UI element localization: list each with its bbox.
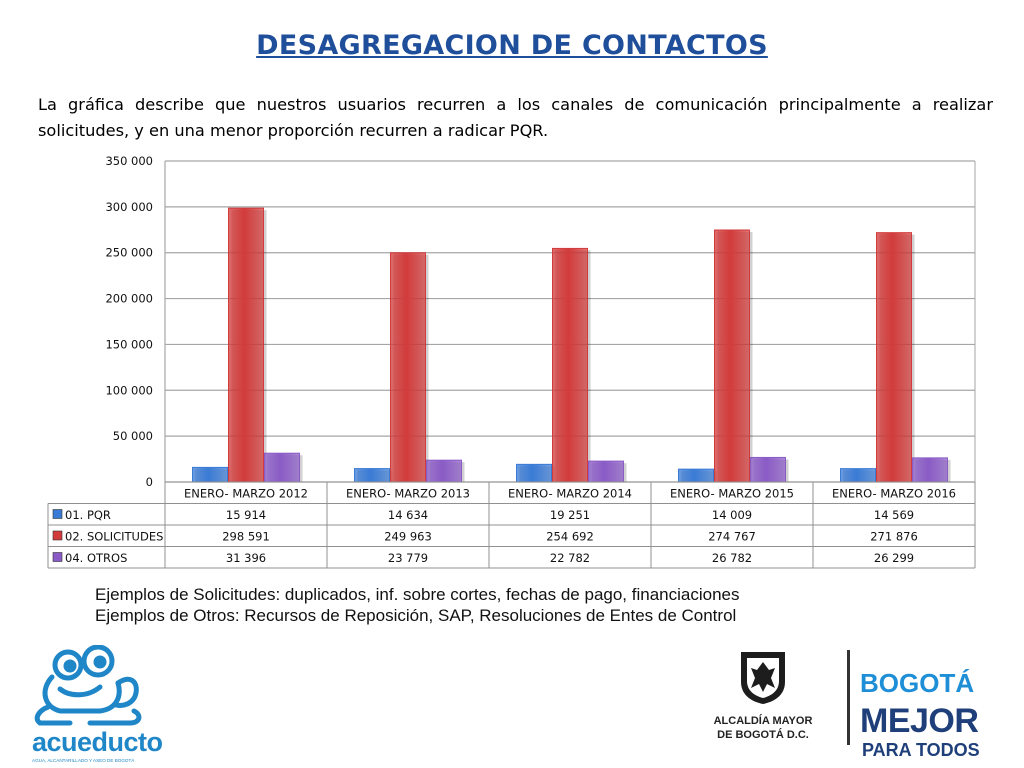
y-tick-label: 150 000	[105, 337, 153, 351]
seal-line-1: ALCALDÍA MAYOR	[713, 715, 813, 727]
data-label: 249 963	[384, 530, 432, 544]
data-label: 14 569	[874, 508, 914, 522]
para-todos-wordmark: PARA TODOS	[862, 740, 980, 760]
mejor-wordmark: MEJOR	[860, 702, 979, 740]
data-label: 26 299	[874, 551, 914, 565]
bar	[228, 207, 264, 483]
y-tick-label: 0	[146, 475, 153, 489]
bar	[876, 232, 912, 483]
data-label: 271 876	[870, 530, 918, 544]
chart-description: La gráfica describe que nuestros usuario…	[38, 95, 993, 140]
bar	[750, 456, 786, 483]
seal-line-2: DE BOGOTÁ D.C.	[717, 729, 809, 741]
y-tick-label: 350 000	[105, 154, 153, 168]
y-tick-label: 200 000	[105, 292, 153, 306]
examples-notes: Ejemplos de Solicitudes: duplicados, inf…	[95, 584, 740, 626]
data-label: 14 634	[388, 508, 428, 522]
bar	[426, 459, 462, 483]
data-label: 22 782	[550, 551, 590, 565]
legend-swatch	[52, 509, 63, 519]
category-label: ENERO- MARZO 2012	[184, 487, 308, 501]
bar	[264, 452, 300, 483]
bar	[588, 460, 624, 483]
bar	[390, 252, 426, 483]
bar	[678, 468, 714, 483]
y-tick-label: 100 000	[105, 383, 153, 397]
data-label: 298 591	[222, 530, 270, 544]
bar	[552, 247, 588, 483]
note-otros: Ejemplos de Otros: Recursos de Reposició…	[95, 606, 737, 625]
page-title: DESAGREGACION DE CONTACTOS	[256, 30, 768, 61]
alcaldia-logo: ALCALDÍA MAYOR DE BOGOTÁ D.C.	[708, 648, 818, 742]
bar	[912, 457, 948, 483]
bar	[516, 463, 552, 483]
acueducto-logo: acueducto AGUA, ALCANTARILLADO Y ASEO DE…	[30, 644, 163, 763]
y-tick-label: 300 000	[105, 200, 153, 214]
category-label: ENERO- MARZO 2016	[832, 487, 956, 501]
bar	[714, 229, 750, 483]
data-label: 19 251	[550, 508, 590, 522]
bogota-wordmark: BOGOTÁ	[860, 668, 975, 698]
legend-label: 01. PQR	[65, 508, 111, 522]
category-label: ENERO- MARZO 2014	[508, 487, 632, 501]
frog-icon	[34, 644, 142, 726]
acueducto-wordmark: acueducto	[32, 727, 163, 757]
legend-label: 02. SOLICITUDES	[65, 530, 163, 544]
coat-of-arms-icon	[741, 652, 785, 704]
data-label: 254 692	[546, 530, 594, 544]
bar	[840, 468, 876, 483]
y-tick-label: 250 000	[105, 246, 153, 260]
note-solicitudes: Ejemplos de Solicitudes: duplicados, inf…	[95, 585, 740, 604]
data-label: 274 767	[708, 530, 756, 544]
legend-label: 04. OTROS	[65, 551, 127, 565]
category-label: ENERO- MARZO 2015	[670, 487, 794, 501]
logo-divider	[847, 650, 850, 745]
data-label: 26 782	[712, 551, 752, 565]
legend-swatch	[52, 552, 63, 562]
y-tick-label: 50 000	[113, 429, 153, 443]
acueducto-tagline: AGUA, ALCANTARILLADO Y ASEO DE BOGOTÁ	[32, 758, 135, 763]
data-label: 15 914	[226, 508, 266, 522]
data-label: 31 396	[226, 551, 266, 565]
data-label: 14 009	[712, 508, 752, 522]
bar-chart: 0 50 000 100 000 150 000 200 000 250 000 300 0…	[47, 154, 976, 569]
bar	[354, 468, 390, 483]
bar	[192, 466, 228, 483]
category-label: ENERO- MARZO 2013	[346, 487, 470, 501]
legend-swatch	[52, 530, 63, 541]
data-label: 23 779	[388, 551, 428, 565]
